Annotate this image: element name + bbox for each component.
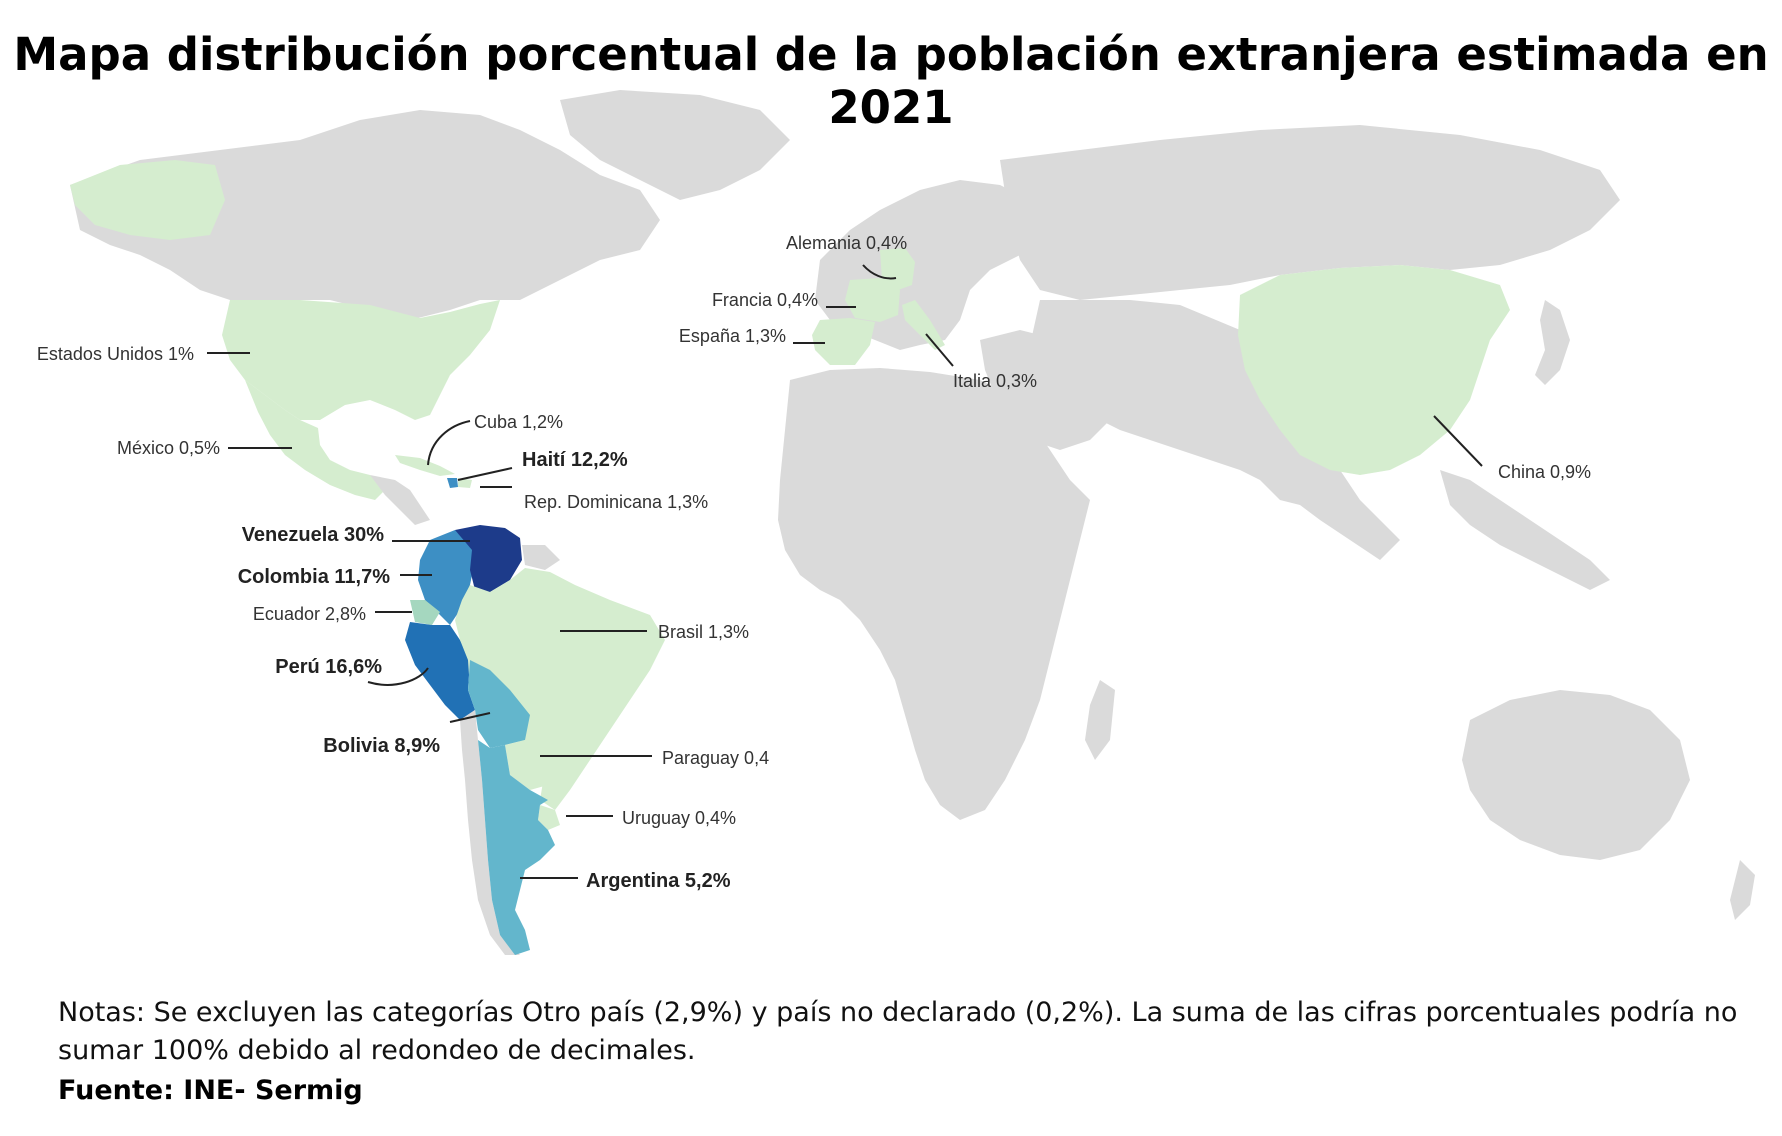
land-australia: [1462, 690, 1690, 860]
country-chile: [460, 710, 520, 955]
label-ecuador: Ecuador 2,8%: [253, 604, 366, 624]
leader-cuba: [427, 420, 471, 466]
country-uruguay: [538, 805, 560, 830]
country-colombia: [418, 530, 475, 625]
label-argentina: Argentina 5,2%: [586, 870, 731, 892]
land-central-america: [370, 475, 430, 525]
land-new-zealand: [1730, 860, 1755, 920]
label-colombia: Colombia 11,7%: [238, 566, 390, 588]
label-china: China 0,9%: [1498, 462, 1591, 482]
land-africa: [778, 368, 1090, 820]
label-alemania: Alemania 0,4%: [786, 233, 907, 253]
label-estados-unidos: Estados Unidos 1%: [37, 344, 194, 364]
label-cuba: Cuba 1,2%: [474, 412, 563, 432]
leader-bolivia: [449, 712, 491, 723]
country-ecuador: [410, 600, 440, 625]
land-southeast-asia: [1440, 470, 1610, 590]
country-italia: [902, 300, 945, 350]
country-mexico: [245, 380, 385, 500]
country-rep-dominicana: [458, 478, 472, 488]
label-rep-dominicana: Rep. Dominicana 1,3%: [524, 492, 708, 512]
label-espana: España 1,3%: [679, 326, 786, 346]
notes: Notas: Se excluyen las categorías Otro p…: [58, 997, 1738, 1066]
label-venezuela: Venezuela 30%: [242, 524, 385, 546]
label-uruguay: Uruguay 0,4%: [622, 808, 736, 828]
country-alemania: [880, 248, 915, 290]
country-paraguay: [505, 740, 548, 790]
country-espana: [812, 318, 875, 365]
label-brasil: Brasil 1,3%: [658, 622, 749, 642]
country-brasil: [455, 568, 665, 810]
leader-alemania: [862, 264, 897, 280]
country-peru: [405, 622, 475, 720]
country-haiti: [447, 478, 458, 488]
label-bolivia: Bolivia 8,9%: [323, 735, 440, 757]
land-madagascar: [1085, 680, 1115, 760]
country-bolivia: [468, 660, 530, 748]
land-alaska: [70, 160, 225, 240]
label-mexico: México 0,5%: [117, 438, 220, 458]
leader-peru: [367, 667, 429, 686]
label-italia: Italia 0,3%: [953, 371, 1037, 391]
land-canada-greenland: [70, 90, 790, 320]
leader-haiti: [457, 467, 513, 481]
source: Fuente: INE- Sermig: [58, 1075, 363, 1106]
land-guianas: [522, 545, 560, 570]
leader-china: [1433, 415, 1483, 467]
country-china: [1238, 265, 1510, 475]
label-francia: Francia 0,4%: [712, 290, 818, 310]
land-russia: [1000, 125, 1620, 300]
land-asia-south: [1030, 300, 1400, 560]
map-title: Mapa distribución porcentual de la pobla…: [13, 28, 1769, 134]
label-paraguay: Paraguay 0,4: [662, 748, 769, 768]
country-venezuela: [455, 525, 522, 592]
label-peru: Perú 16,6%: [275, 656, 382, 678]
country-argentina: [478, 740, 555, 955]
land-japan: [1535, 300, 1570, 385]
country-francia: [845, 278, 900, 322]
country-usa: [222, 300, 500, 420]
country-cuba: [395, 455, 455, 476]
leader-italia: [925, 333, 954, 367]
label-haiti: Haití 12,2%: [522, 449, 628, 471]
world-map: Estados Unidos 1% México 0,5% Cuba 1,2% …: [37, 90, 1755, 955]
